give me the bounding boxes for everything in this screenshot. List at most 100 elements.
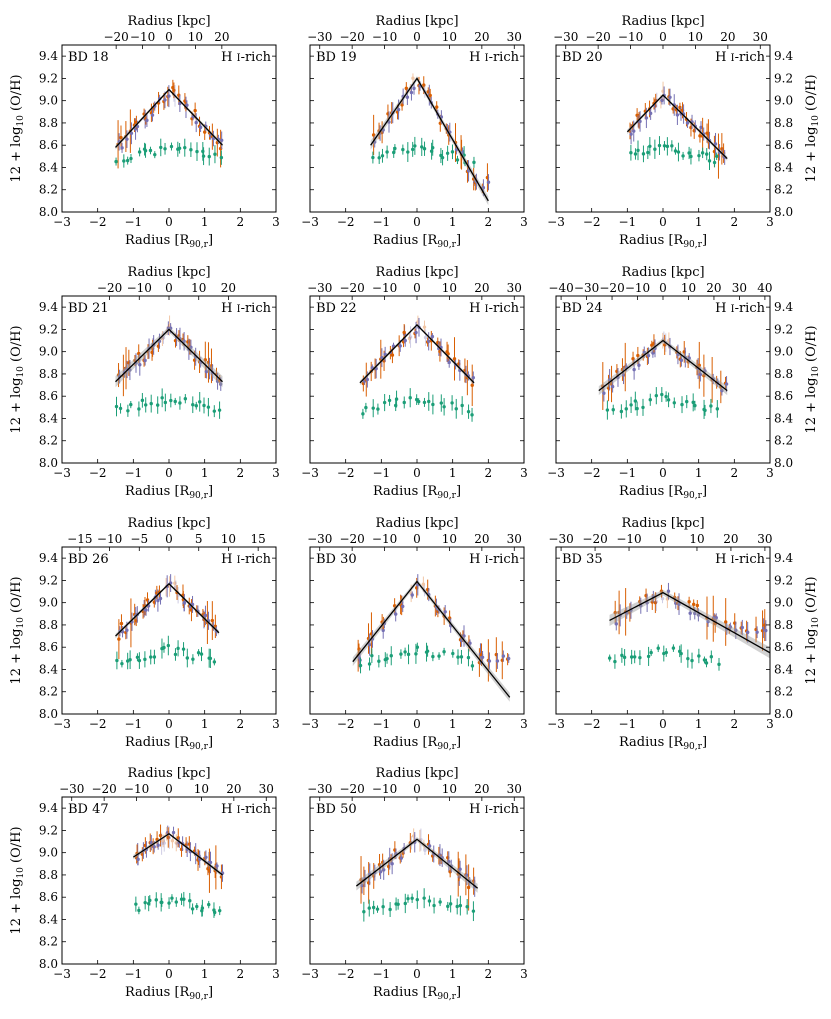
y-tick-label: 8.6 (774, 389, 793, 403)
data-point-purple (412, 81, 416, 95)
data-point-green (385, 145, 389, 159)
data-point-green (470, 407, 474, 422)
data-point-green (167, 897, 171, 909)
top-tick-label: 20 (723, 532, 738, 546)
top-tick-label: −30 (307, 30, 332, 44)
data-point-green (629, 649, 634, 665)
top-tick-label: −20 (91, 782, 116, 796)
y-tick-label: 9.0 (39, 596, 58, 610)
data-point-orange (407, 333, 412, 344)
x-tick-label: −3 (53, 466, 71, 480)
data-point-green (382, 393, 387, 412)
data-point-green (442, 398, 446, 416)
x-tick-label: 2 (237, 466, 245, 480)
x-tick-label: 1 (695, 466, 703, 480)
data-point-green (455, 898, 459, 915)
data-point-green (458, 895, 463, 916)
data-point-green (376, 403, 380, 415)
y-tick-label: 9.2 (774, 71, 793, 85)
data-point-green (664, 648, 668, 657)
panel-bd-47: −3 −2 −1 0 1 2 3−30 −20 −10 0 10 20 308.08.28.48.68.… (9, 766, 280, 1002)
y-axis-label: 12 + log10 (O/H) (9, 74, 26, 182)
fit-uncertainty-band (133, 832, 223, 878)
x-tick-label: 2 (237, 717, 245, 731)
y-tick-label: 9.2 (39, 573, 58, 587)
top-axis-label: Radius [kpc] (127, 766, 210, 781)
data-point-green (450, 395, 454, 411)
plot-frame (555, 295, 771, 464)
fit-uncertainty-band (115, 326, 223, 388)
y-tick-label: 8.0 (39, 456, 58, 470)
y-tick-label: 8.2 (39, 935, 58, 949)
x-tick-label: −1 (124, 967, 142, 981)
plot-frame (61, 796, 277, 965)
data-point-purple (150, 108, 155, 122)
data-point-green (679, 644, 683, 663)
data-point-green (707, 151, 712, 170)
y-tick-label: 8.2 (774, 685, 793, 699)
data-point-green (406, 142, 410, 162)
data-point-purple (149, 835, 154, 851)
data-point-green (394, 390, 399, 408)
data-point-green (406, 894, 410, 903)
data-point-purple (480, 650, 485, 664)
data-point-green (450, 144, 455, 160)
data-point-purple (383, 346, 387, 362)
data-point-green (715, 400, 720, 418)
data-point-green (709, 398, 713, 414)
x-tick-label: 0 (165, 967, 173, 981)
y-tick-label: 9.4 (39, 49, 58, 63)
data-point-green (427, 895, 432, 907)
data-point-green (422, 397, 427, 407)
data-point-green (143, 895, 147, 910)
data-point-green (162, 642, 166, 653)
x-tick-label: 3 (766, 215, 774, 229)
data-point-purple (382, 859, 386, 880)
top-tick-label: 0 (413, 281, 421, 295)
y-tick-label: 8.2 (774, 434, 793, 448)
data-point-green (137, 652, 142, 669)
data-point-orange (723, 598, 728, 646)
top-tick-label: 10 (442, 782, 457, 796)
data-point-orange (119, 125, 123, 150)
data-point-green (177, 142, 182, 154)
data-point-purple (506, 654, 511, 663)
top-tick-label: −30 (307, 782, 332, 796)
top-tick-label: 20 (474, 281, 489, 295)
x-tick-label: −1 (618, 717, 636, 731)
data-point-purple (125, 130, 129, 148)
data-point-purple (393, 606, 398, 622)
data-point-green (361, 408, 365, 419)
data-point-purple (602, 384, 606, 402)
data-point-green (657, 136, 662, 155)
data-point-green (445, 145, 450, 161)
x-tick-label: 0 (165, 215, 173, 229)
y-tick-label: 8.0 (774, 205, 793, 219)
data-point-purple (360, 877, 364, 894)
data-point-green (144, 397, 148, 413)
data-point-green (194, 401, 198, 410)
data-point-orange (636, 346, 640, 365)
data-point-orange (161, 834, 165, 848)
data-point-green (646, 146, 650, 160)
data-point-green (195, 142, 199, 161)
data-point-green (697, 648, 701, 664)
data-point-green (415, 890, 419, 909)
x-tick-label: −1 (618, 466, 636, 480)
data-point-orange (691, 599, 696, 610)
data-point-green (153, 151, 157, 159)
x-axis-label: Radius [R90,r] (619, 735, 707, 752)
data-point-green (472, 156, 476, 168)
data-point-green (163, 142, 167, 155)
data-point-purple (632, 120, 636, 142)
top-tick-label: 30 (753, 30, 768, 44)
data-point-purple (159, 832, 164, 855)
y-axis-label: 12 + log10 (O/H) (9, 576, 26, 684)
data-point-purple (189, 339, 193, 355)
data-point-purple (380, 348, 384, 368)
panel-bd-20: −3 −2 −1 0 1 2 3−30 −20 −10 0 10 20 308.08.28.48.68.… (547, 14, 821, 250)
top-tick-label: 10 (442, 532, 457, 546)
data-point-green (160, 388, 164, 408)
top-tick-label: −10 (372, 532, 397, 546)
